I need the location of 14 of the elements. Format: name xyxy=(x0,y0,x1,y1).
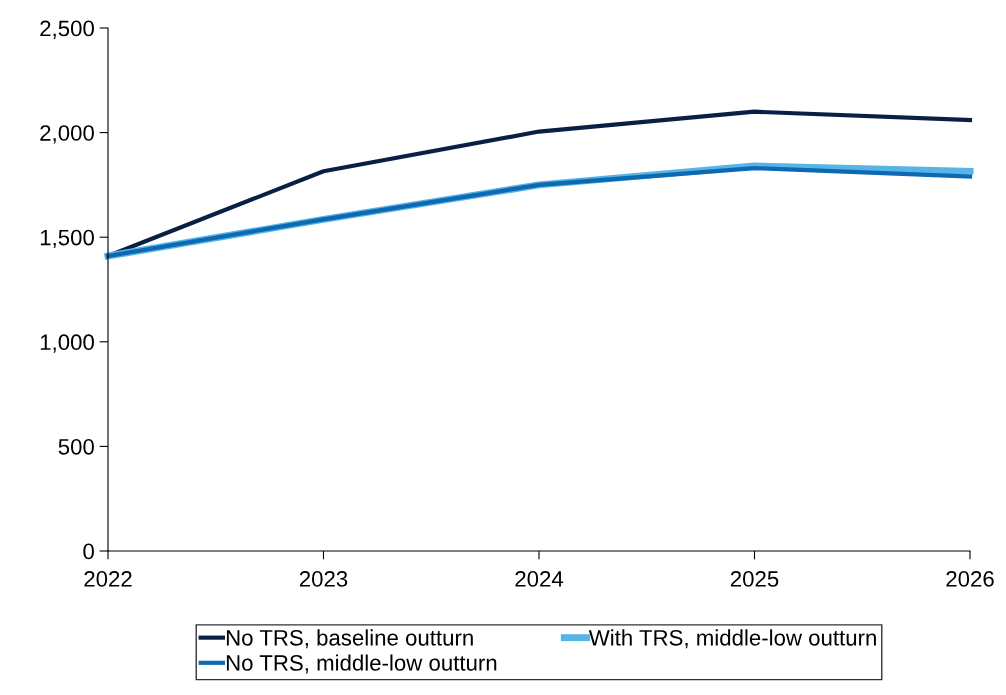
legend-label: With TRS, middle-low outturn xyxy=(588,629,876,649)
x-tick-label: 2023 xyxy=(299,571,348,587)
y-tick-label: 0 xyxy=(83,543,94,560)
x-tick-label: 2026 xyxy=(946,571,994,587)
legend-label: No TRS, baseline outturn xyxy=(226,629,473,649)
x-tick-label: 2025 xyxy=(730,571,779,587)
y-tick-label: 2,500 xyxy=(40,20,94,39)
legend-label: No TRS, middle-low outturn xyxy=(226,654,497,674)
y-tick-label: 500 xyxy=(58,438,94,455)
y-tick-label: 2,000 xyxy=(40,125,94,144)
x-tick-label: 2024 xyxy=(515,571,564,587)
x-tick-label: 2022 xyxy=(84,571,132,587)
y-tick-label: 1,500 xyxy=(40,229,94,249)
y-tick-label: 1,000 xyxy=(40,334,94,353)
